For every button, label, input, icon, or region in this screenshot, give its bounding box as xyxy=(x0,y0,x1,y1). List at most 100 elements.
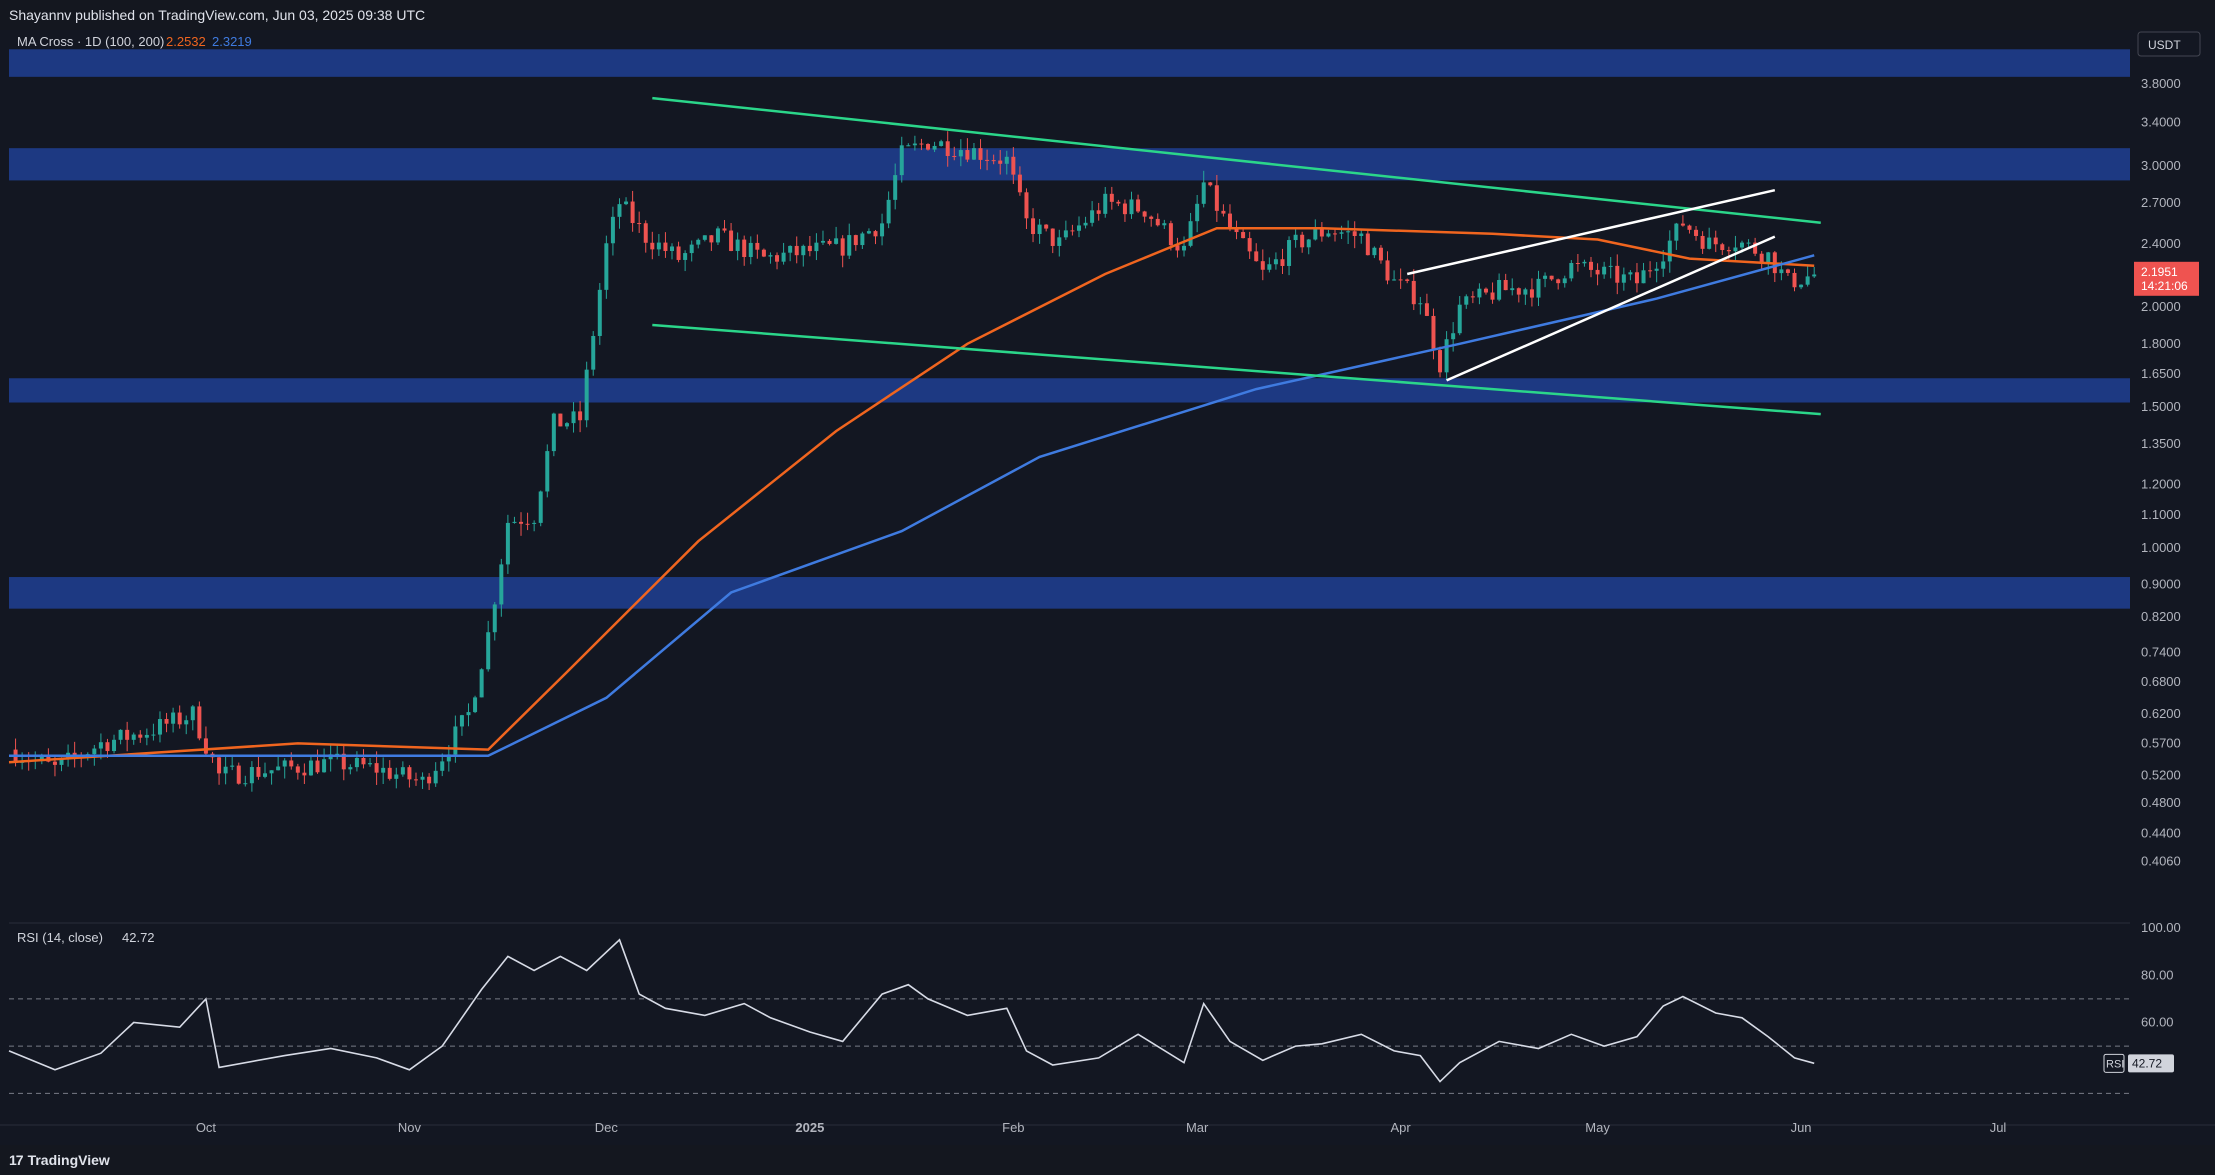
candle-body xyxy=(1411,280,1416,305)
time-tick-label: Mar xyxy=(1186,1120,1209,1135)
candle-body xyxy=(1096,210,1101,214)
candle-body xyxy=(1044,224,1049,229)
price-tick-label: 0.5200 xyxy=(2141,767,2181,782)
candle-body xyxy=(610,216,615,244)
candle-body xyxy=(689,244,694,254)
candle-body xyxy=(473,697,478,713)
candle-body xyxy=(39,756,44,760)
zone-0 xyxy=(9,49,2130,77)
candle-body xyxy=(289,760,294,767)
candle-body xyxy=(1648,270,1653,272)
candle-body xyxy=(748,242,753,258)
candle-body xyxy=(656,242,661,250)
candle-body xyxy=(1733,247,1738,252)
candle-body xyxy=(1582,261,1587,264)
trendline-drawings[interactable] xyxy=(652,96,1821,416)
candle-body xyxy=(282,760,287,767)
candle-body xyxy=(663,242,668,251)
candle-body xyxy=(630,201,635,224)
candle-body xyxy=(742,239,747,258)
candle-body xyxy=(1300,234,1305,248)
price-tick-label: 2.0000 xyxy=(2141,299,2181,314)
time-tick-label: Dec xyxy=(595,1120,619,1135)
candle-body xyxy=(446,754,451,762)
candle-body xyxy=(72,752,77,757)
candle-body xyxy=(551,413,556,452)
candle-body xyxy=(899,145,904,176)
rising-wedge-upper-line xyxy=(1406,188,1776,276)
price-tick-label: 3.8000 xyxy=(2141,76,2181,91)
candle-body xyxy=(1004,156,1009,164)
candle-body xyxy=(919,143,924,145)
candle-body xyxy=(1031,218,1036,235)
price-tick-label: 1.6500 xyxy=(2141,366,2181,381)
candle-body xyxy=(1799,284,1804,288)
candle-body xyxy=(1070,230,1075,232)
price-chart[interactable]: USDT 3.8000 3.4000 3.0000 2.7000 2.4000 2.0000… xyxy=(0,30,2215,1145)
candle-body xyxy=(709,235,714,243)
candle-body xyxy=(236,765,241,784)
candle-body xyxy=(1405,279,1410,281)
candle-body xyxy=(341,753,346,770)
candle-body xyxy=(926,144,931,150)
price-tick-label: 0.8200 xyxy=(2141,609,2181,624)
candle-body xyxy=(768,255,773,257)
candle-body xyxy=(1569,263,1574,279)
ma-200-line xyxy=(9,254,1815,758)
candle-body xyxy=(1628,272,1633,275)
candle-body xyxy=(1201,182,1206,204)
countdown-label: 14:21:06 xyxy=(2141,279,2188,293)
candle-body xyxy=(1549,275,1554,280)
candle-body xyxy=(532,522,537,524)
candle-body xyxy=(59,758,64,765)
candle-body xyxy=(387,767,392,779)
tradingview-logo[interactable]: 17 TradingView xyxy=(9,1152,110,1168)
candle-body xyxy=(223,766,228,774)
candle-body xyxy=(998,160,1003,164)
candle-body xyxy=(1785,269,1790,273)
price-tick-label: 2.4000 xyxy=(2141,236,2181,251)
candle-body xyxy=(197,706,202,739)
candle-body xyxy=(105,742,110,752)
price-tick-label: 3.4000 xyxy=(2141,115,2181,130)
candle-body xyxy=(1195,203,1200,222)
candle-body xyxy=(466,712,471,716)
candle-body xyxy=(1392,279,1397,281)
candle-body xyxy=(538,491,543,523)
candle-body xyxy=(860,233,865,246)
candle-body xyxy=(230,765,235,767)
candle-body xyxy=(801,245,806,256)
candle-body xyxy=(263,773,268,777)
candle-body xyxy=(1175,245,1180,251)
candle-body xyxy=(1346,231,1351,233)
descending-channel-lower-line xyxy=(652,323,1821,416)
candle-body xyxy=(1090,210,1095,223)
candle-body xyxy=(729,230,734,251)
price-tick-label: 0.4800 xyxy=(2141,795,2181,810)
candle-body xyxy=(1792,272,1797,288)
candle-body xyxy=(1333,233,1337,235)
candle-body xyxy=(256,767,261,777)
candle-body xyxy=(735,239,740,251)
candle-body xyxy=(1103,193,1108,214)
candle-body xyxy=(1680,223,1685,226)
candle-body xyxy=(486,632,491,670)
candle-body xyxy=(1753,242,1758,254)
candle-body xyxy=(52,761,57,765)
candle-body xyxy=(1562,278,1567,284)
candle-body xyxy=(1273,259,1278,265)
candle-body xyxy=(1503,280,1508,291)
candle-body xyxy=(624,201,629,205)
candle-body xyxy=(1129,199,1134,215)
candle-body xyxy=(138,734,143,738)
candle-body xyxy=(1516,288,1521,295)
candle-body xyxy=(427,776,432,784)
last-price-label: 2.1951 xyxy=(2141,265,2178,279)
candle-body xyxy=(597,289,602,336)
candle-body xyxy=(1109,193,1114,202)
candle-body xyxy=(558,413,563,427)
rising-wedge-lower-line xyxy=(1446,235,1776,382)
candle-body xyxy=(276,766,281,771)
candle-body xyxy=(1667,240,1672,262)
candle-body xyxy=(157,719,162,735)
